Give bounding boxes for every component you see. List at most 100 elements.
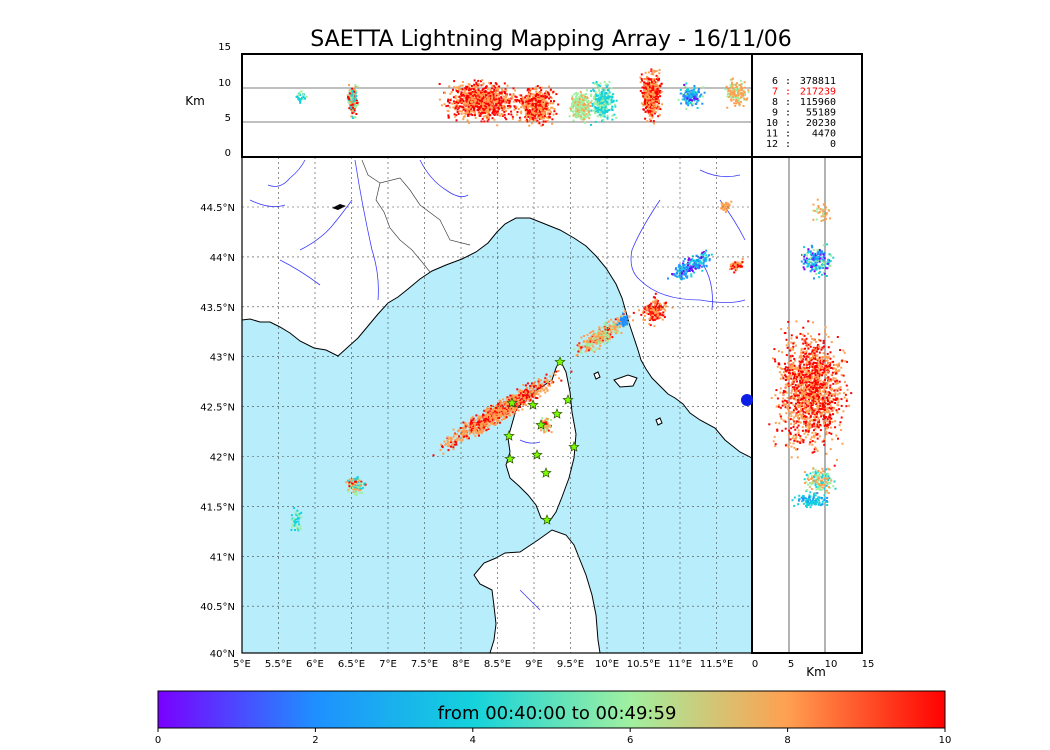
station-star <box>504 453 516 464</box>
altitude-count: 378811 <box>800 76 836 87</box>
altitude-level: 11 <box>766 129 778 140</box>
altitude-count: 0 <box>830 139 836 150</box>
altitude-count-panel: 6:3788117:2172398:1159609:5518910:202301… <box>751 53 863 158</box>
lat-tick-label: 40.5°N <box>200 602 235 613</box>
lat-tick-label: 44.5°N <box>200 203 235 214</box>
altitude-count-row: 11: 4470 <box>766 129 836 140</box>
colorbar-tick-label: 10 <box>939 735 952 746</box>
separator: : <box>785 108 791 119</box>
lat-tick-label: 41°N <box>210 552 235 563</box>
altitude-count: 20230 <box>806 118 836 129</box>
station-star <box>554 356 566 367</box>
lon-tick-label: 7°E <box>379 659 397 670</box>
lon-tick-label: 8.5°E <box>484 659 511 670</box>
altitude-tick-label: 10 <box>218 78 231 89</box>
altitude-count: 4470 <box>812 129 836 140</box>
map-panel: 5°E 5.5°E 6°E 6.5°E 7°E 7.5°E 8°E 8.5°E 9°E 9.5°E… <box>200 156 753 670</box>
top-panel-ylabel: Km <box>185 94 205 108</box>
lat-tick-label: 40°N <box>210 649 235 660</box>
colorbar-label: from 00:40:00 to 00:49:59 <box>438 703 677 724</box>
altitude-count: 115960 <box>800 97 836 108</box>
altitude-count: 217239 <box>800 87 836 98</box>
side-tick-label: 5 <box>788 659 794 670</box>
altitude-count-row: 12: 0 <box>766 139 836 150</box>
sardinia-island <box>473 529 601 653</box>
lat-tick-label: 42°N <box>210 453 235 464</box>
colorbar-tick-label: 6 <box>627 735 633 746</box>
separator: : <box>785 76 791 87</box>
altitude-tick-label: 0 <box>225 148 231 159</box>
side-panel-ticks: 0 5 10 15 <box>752 659 875 670</box>
lon-tick-label: 9.5°E <box>557 659 584 670</box>
map-graticule <box>242 157 752 653</box>
altitude-level: 12 <box>766 139 778 150</box>
altitude-level: 8 <box>772 97 778 108</box>
station-star <box>568 441 580 452</box>
station-star <box>562 394 574 405</box>
altitude-count-row: 9: 55189 <box>772 108 836 119</box>
colorbar-ticks: 0 2 4 6 8 10 <box>155 728 952 746</box>
longitude-ticks: 5°E 5.5°E 6°E 6.5°E 7°E 7.5°E 8°E 8.5°E 9°E 9.5°E… <box>233 659 733 670</box>
side-tick-label: 10 <box>825 659 838 670</box>
station-star <box>551 408 563 419</box>
altitude-count: 55189 <box>806 108 836 119</box>
colorbar-tick-label: 8 <box>784 735 790 746</box>
lon-tick-label: 6.5°E <box>338 659 365 670</box>
lon-tick-label: 11.5°E <box>700 659 734 670</box>
separator: : <box>785 139 791 150</box>
colorbar-tick-label: 0 <box>155 735 161 746</box>
station-star <box>527 399 539 410</box>
station-star <box>535 419 547 430</box>
altitude-tick-label: 5 <box>225 113 231 124</box>
lon-tick-label: 10.5°E <box>627 659 661 670</box>
altitude-level: 10 <box>766 118 778 129</box>
giglio-island <box>655 417 663 426</box>
station-star <box>503 430 515 441</box>
elba-island <box>613 374 638 388</box>
altitude-vs-longitude-panel: Km 15 10 5 0 <box>185 42 753 159</box>
position-marker <box>741 394 753 406</box>
altitude-tick-label: 15 <box>218 42 231 53</box>
figure-title: SAETTA Lightning Mapping Array - 16/11/0… <box>310 27 791 52</box>
altitude-count-row: 6:378811 <box>772 76 836 87</box>
lma-stations <box>503 356 580 525</box>
lat-tick-label: 44°N <box>210 253 235 264</box>
lon-tick-label: 8°E <box>452 659 470 670</box>
separator: : <box>785 129 791 140</box>
altitude-level: 7 <box>772 87 778 98</box>
lon-tick-label: 10°E <box>595 659 619 670</box>
side-tick-label: 15 <box>862 659 875 670</box>
colorbar-tick-label: 2 <box>312 735 318 746</box>
lat-tick-label: 41.5°N <box>200 502 235 513</box>
station-star <box>540 467 552 478</box>
separator: : <box>785 97 791 108</box>
time-colorbar: from 00:40:00 to 00:49:59 0 2 4 6 8 10 <box>155 690 952 746</box>
mainland-land <box>242 157 752 459</box>
corsica-island <box>505 358 577 523</box>
altitude-count-row: 7:217239 <box>772 87 836 98</box>
side-tick-label: 0 <box>752 659 758 670</box>
lon-tick-label: 7.5°E <box>411 659 438 670</box>
altitude-count-row: 8:115960 <box>772 97 836 108</box>
capraia-island <box>593 371 601 380</box>
lat-tick-label: 42.5°N <box>200 403 235 414</box>
separator: : <box>785 87 791 98</box>
station-star <box>506 397 518 408</box>
altitude-count-row: 10: 20230 <box>766 118 836 129</box>
lon-tick-label: 11°E <box>668 659 692 670</box>
altitude-level: 9 <box>772 108 778 119</box>
side-panel-xlabel: Km <box>806 665 826 679</box>
lon-tick-label: 5.5°E <box>265 659 292 670</box>
lat-tick-label: 43°N <box>210 353 235 364</box>
lightning-sources-side <box>768 198 853 509</box>
separator: : <box>785 118 791 129</box>
colorbar-gradient <box>157 690 946 729</box>
lightning-sources-altitude <box>295 68 750 127</box>
altitude-ticks: 15 10 5 0 <box>218 42 231 159</box>
lat-tick-label: 43.5°N <box>200 303 235 314</box>
country-borders <box>361 159 471 273</box>
latitude-ticks: 44.5°N 44°N 43.5°N 43°N 42.5°N 42°N 41.5°N 41°N… <box>200 203 235 660</box>
colorbar-tick-label: 4 <box>470 735 476 746</box>
station-star <box>531 449 543 460</box>
